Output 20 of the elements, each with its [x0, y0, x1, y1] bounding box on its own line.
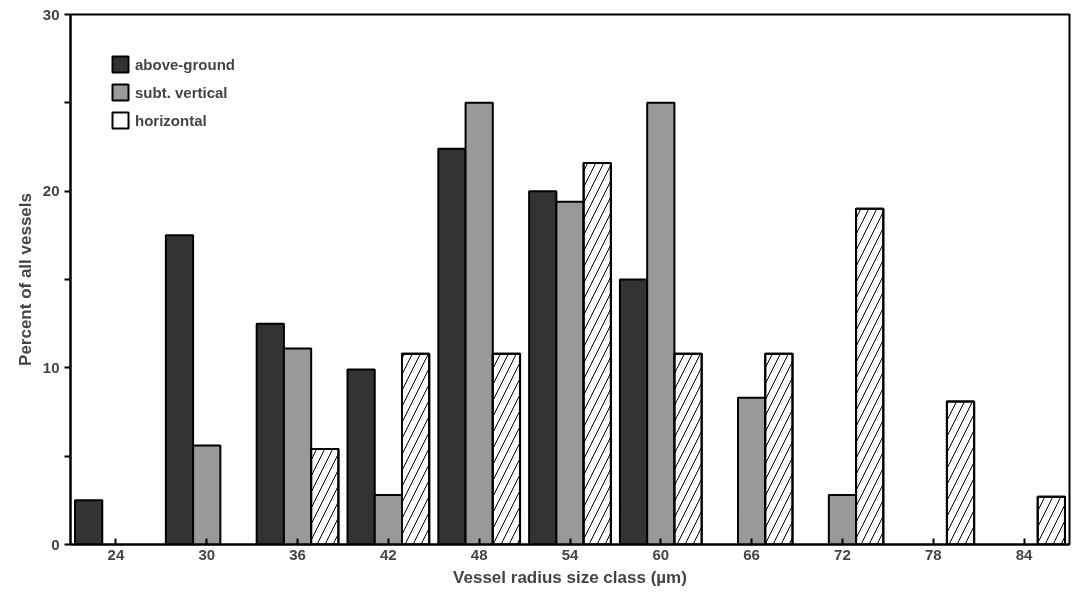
x-tick-label: 84: [1015, 545, 1034, 563]
x-tick-label: 66: [743, 545, 760, 563]
y-tick-label: 0: [51, 535, 60, 553]
x-tick-label: 24: [107, 545, 125, 563]
legend-label: horizontal: [135, 111, 207, 129]
x-tick-label: 54: [561, 545, 579, 563]
x-axis-title: Vessel radius size class (µm): [453, 567, 687, 587]
x-tick-label: 78: [924, 545, 942, 563]
legend-label: above-ground: [135, 55, 235, 73]
legend-label: subt. vertical: [135, 83, 228, 101]
y-tick-label: 20: [42, 182, 60, 200]
x-tick-label: 72: [834, 545, 851, 563]
x-tick-label: 36: [289, 545, 306, 563]
y-axis-title: Percent of all vessels: [15, 193, 35, 366]
x-tick-label: 48: [470, 545, 488, 563]
x-tick-label: 30: [198, 545, 216, 563]
x-tick-label: 60: [652, 545, 670, 563]
y-tick-label: 30: [42, 5, 60, 23]
x-tick-label: 42: [380, 545, 397, 563]
y-tick-label: 10: [42, 358, 60, 376]
